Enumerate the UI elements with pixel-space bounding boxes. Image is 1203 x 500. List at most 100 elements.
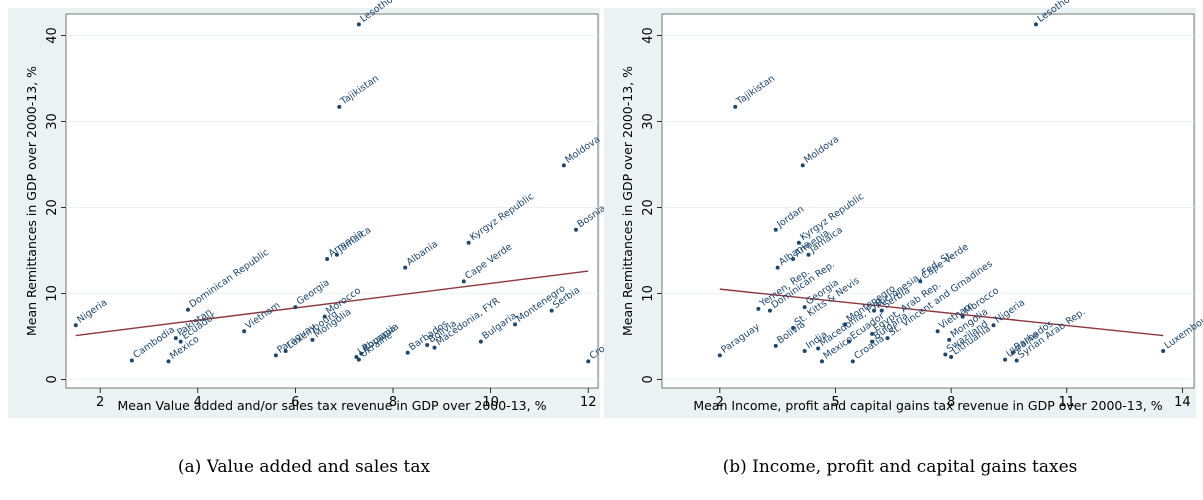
panel-a-x-tick-label: 10 <box>482 395 499 410</box>
panel-a-y-axis-label: Mean Remittances in GDP over 2000-13, % <box>24 66 39 336</box>
panel-a-point <box>334 252 339 257</box>
panel-a-point <box>513 322 518 327</box>
panel-a-x-tick-label: 12 <box>580 395 597 410</box>
panel-a-point <box>354 355 359 360</box>
panel-b-point <box>806 252 811 257</box>
panel-a-x-axis-label: Mean Value added and/or sales tax revenu… <box>118 398 547 413</box>
panel-b-point <box>791 325 796 330</box>
panel-a-x-tick-label: 2 <box>96 395 104 410</box>
panel-b-gridlines <box>662 34 1194 380</box>
panel-a: Mean Value added and/or sales tax revenu… <box>8 0 676 418</box>
panel-b-y-axis-label: Mean Remittances in GDP over 2000-13, % <box>620 66 635 336</box>
panel-a-fit-line <box>75 270 589 337</box>
panel-b-point <box>733 104 738 109</box>
panel-b-y-ticks: 0 10 20 30 40 <box>641 27 662 384</box>
panel-b-y-tick-label: 30 <box>641 113 656 130</box>
panel-b-point <box>802 349 807 354</box>
panel-a-point <box>359 351 364 356</box>
panel-a-point <box>478 339 483 344</box>
panel-b-point <box>949 355 954 360</box>
panel-b-point <box>843 322 848 327</box>
panel-a-gridlines <box>66 34 598 380</box>
panel-b-x-ticks: 2 5 8 11 14 <box>716 388 1191 410</box>
panel-b-x-tick-label: 2 <box>716 395 724 410</box>
panel-a-point <box>461 279 466 284</box>
panel-b-point <box>1014 358 1019 363</box>
panel-b-point <box>802 305 807 310</box>
panel-b-point <box>773 227 778 232</box>
panel-b-fitted-line <box>719 288 1164 337</box>
panel-a-fitted-line <box>75 270 589 337</box>
panel-a-x-ticks: 2 4 6 8 10 12 <box>96 388 597 410</box>
panel-a-point <box>337 104 342 109</box>
panel-a-y-tick-label: 10 <box>45 285 60 302</box>
panel-b-point <box>717 353 722 358</box>
panel-a-x-tick-label: 8 <box>389 395 397 410</box>
panel-b-y-tick-label: 20 <box>641 199 656 216</box>
panel-b-point <box>885 336 890 341</box>
panel-a-point <box>574 227 579 232</box>
panel-a-point <box>310 337 315 342</box>
panel-a-point <box>186 307 191 312</box>
panel-a-point <box>273 353 278 358</box>
panel-a-point <box>356 22 361 27</box>
panel-a-x-tick-label: 6 <box>291 395 299 410</box>
panel-b-point <box>947 337 952 342</box>
panel-a-y-tick-label: 0 <box>45 375 60 383</box>
panel-b-plot-area <box>661 13 1195 389</box>
panel-b-point <box>850 359 855 364</box>
panel-b-point <box>870 331 875 336</box>
panel-a-point <box>405 350 410 355</box>
panel-a-point <box>403 265 408 270</box>
panel-b-point <box>943 352 948 357</box>
panel-a-point <box>586 359 591 364</box>
panel-b-x-tick-label: 8 <box>947 395 955 410</box>
panel-b-point <box>1161 349 1166 354</box>
panel-b-point <box>767 308 772 313</box>
panel-b-y-tick-label: 40 <box>641 27 656 44</box>
panel-b-x-tick-label: 11 <box>1059 395 1076 410</box>
panel-b-x-tick-label: 5 <box>831 395 839 410</box>
panel-b-y-tick-label: 10 <box>641 285 656 302</box>
panel-a-point <box>549 308 554 313</box>
panel-b-point <box>773 343 778 348</box>
panel-b-point <box>870 339 875 344</box>
panel-a-y-tick-label: 30 <box>45 113 60 130</box>
panel-b-point <box>796 240 801 245</box>
panel-a-point <box>178 339 183 344</box>
panel-a-point <box>242 329 247 334</box>
panel-b-point <box>1010 350 1015 355</box>
panel-b-point <box>756 306 761 311</box>
panel-b-x-axis-label: Mean Income, profit and capital gains ta… <box>693 398 1162 413</box>
panel-a-point <box>425 343 430 348</box>
panel-a-y-ticks: 0 10 20 30 40 <box>45 27 66 384</box>
panel-a-point <box>322 314 327 319</box>
panel-a-point <box>325 257 330 262</box>
panel-a-point <box>166 359 171 364</box>
panel-b-point <box>872 308 877 313</box>
panel-b-point <box>1033 22 1038 27</box>
panel-b-point <box>879 308 884 313</box>
panel-b-point <box>960 314 965 319</box>
panel-a-point <box>283 349 288 354</box>
panel-b-point <box>800 163 805 168</box>
panel-a-point <box>73 323 78 328</box>
panel-a-point <box>466 240 471 245</box>
panel-b-fit-line <box>719 288 1164 337</box>
panel-b-point <box>918 279 923 284</box>
panel-b-y-tick-label: 0 <box>641 375 656 383</box>
panel-a-y-tick-label: 40 <box>45 27 60 44</box>
panel-b-point <box>791 257 796 262</box>
panel-b-point <box>846 339 851 344</box>
panel-a-point <box>173 336 178 341</box>
panel-b-point <box>816 346 821 351</box>
panel-b-point <box>775 265 780 270</box>
panel-b-x-tick-label: 14 <box>1174 395 1191 410</box>
panel-a-x-tick-label: 4 <box>194 395 202 410</box>
panel-b-point <box>991 323 996 328</box>
panel-b-caption: (b) Income, profit and capital gains tax… <box>723 457 1078 477</box>
panel-a-point <box>561 163 566 168</box>
panel-b: Mean Income, profit and capital gains ta… <box>604 0 1203 418</box>
